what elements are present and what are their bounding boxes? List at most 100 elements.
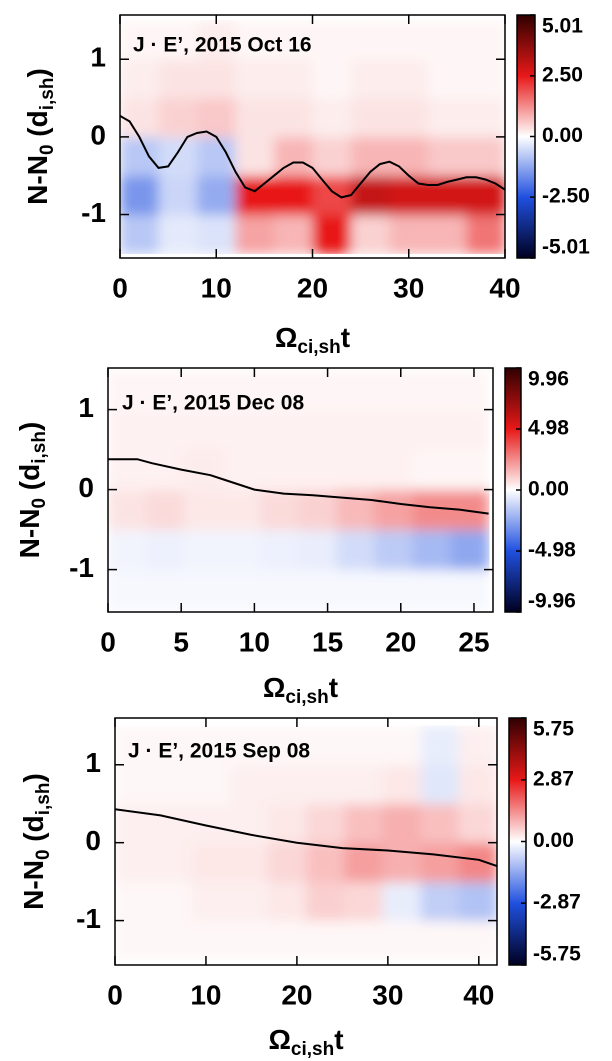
x-label-part: Ω: [275, 322, 297, 353]
heatmap-cell: [298, 529, 337, 571]
colorbar-label: -4.98: [528, 539, 576, 562]
y-label-part: ): [18, 773, 49, 782]
heatmap-cell: [466, 20, 505, 60]
x-tick-label: 10: [201, 272, 232, 303]
y-label-part: ): [22, 68, 53, 77]
heatmap-cell: [235, 214, 275, 254]
heatmap-cell: [235, 59, 275, 99]
x-axis-label: Ωci,sht: [263, 672, 338, 708]
y-label-part: N-N: [22, 155, 53, 205]
y-label-part: N-N: [18, 860, 49, 910]
heatmap-cell: [229, 842, 269, 883]
heatmap-cell: [412, 409, 452, 451]
heatmap-cell: [312, 136, 352, 177]
y-label-part: (d: [22, 110, 53, 144]
profile-line: [115, 808, 497, 867]
heatmap-cell: [260, 369, 299, 411]
y-tick-label: 0: [85, 825, 101, 856]
heatmap-cell: [306, 842, 345, 883]
heatmap-cell: [351, 214, 390, 254]
heatmap-cell: [267, 920, 307, 961]
heatmap-cell: [306, 803, 345, 844]
heatmap: [120, 20, 505, 254]
x-tick-label: 20: [297, 272, 328, 303]
heatmap-cell: [267, 842, 307, 883]
heatmap-cell: [450, 369, 490, 411]
x-tick-label: 0: [112, 272, 128, 303]
colorbar-label: -5.01: [542, 236, 590, 259]
colorbar-label: 2.87: [533, 767, 574, 790]
x-label-part: ci,sh: [291, 1039, 334, 1060]
y-label-part: (d: [18, 815, 49, 849]
heatmap-cell: [374, 449, 413, 491]
colorbar-label: -2.87: [533, 891, 581, 914]
heatmap-cell: [108, 369, 147, 411]
heatmap-cell: [466, 98, 505, 138]
y-axis-label: N-N0 (di,sh): [14, 422, 50, 559]
heatmap-cell: [120, 214, 159, 254]
heatmap-cell: [389, 175, 429, 216]
heatmap-cells: [108, 369, 490, 611]
heatmap-cell: [120, 175, 159, 216]
heatmap: [108, 369, 490, 611]
heatmap-cell: [115, 881, 154, 922]
heatmap-cell: [235, 20, 275, 60]
heatmap-cell: [351, 59, 390, 99]
heatmap-cell: [420, 881, 460, 922]
heatmap-cell: [146, 369, 185, 411]
heatmap-cell: [312, 20, 352, 60]
heatmap-cell: [108, 489, 147, 531]
heatmap-cell: [158, 214, 198, 254]
heatmap-cell: [229, 764, 269, 805]
heatmap-cell: [158, 59, 198, 99]
heatmap-cell: [420, 842, 460, 883]
heatmap-cell: [115, 725, 154, 766]
heatmap-cell: [115, 920, 154, 961]
heatmap-cell: [389, 136, 429, 177]
heatmap-cell: [389, 214, 429, 254]
heatmap-cell: [466, 136, 505, 177]
heatmap-cell: [420, 725, 460, 766]
heatmap-cell: [197, 59, 236, 99]
x-tick-label: 0: [107, 979, 123, 1010]
heatmap-cell: [184, 569, 223, 611]
heatmap-cell: [450, 529, 490, 571]
x-tick-label: 30: [372, 979, 403, 1010]
x-tick-label: 30: [393, 272, 424, 303]
heatmap-cell: [267, 881, 307, 922]
heatmap-cell: [382, 881, 422, 922]
panel: 0 10 20 30 40 -1 0 1 J · E’, 2015 Oct 16 Ωci,sht N…: [22, 14, 590, 358]
y-label-part: ): [14, 422, 45, 431]
x-tick-label: 20: [385, 626, 416, 657]
heatmap-cell: [274, 98, 313, 138]
heatmap: [115, 725, 497, 961]
y-label-part: i,sh: [29, 431, 50, 464]
heatmap-cell: [382, 920, 422, 961]
x-axis-label: Ωci,sht: [268, 1024, 343, 1060]
heatmap-cell: [344, 764, 383, 805]
heatmap-cell: [146, 529, 185, 571]
x-label-part: t: [334, 1024, 343, 1055]
heatmap-cell: [344, 881, 383, 922]
colorbar-label: 5.01: [542, 15, 583, 38]
heatmap-cell: [412, 449, 452, 491]
heatmap-cell: [336, 369, 375, 411]
heatmap-cell: [458, 803, 497, 844]
heatmap-cell: [428, 136, 467, 177]
panel-title: J · E’, 2015 Sep 08: [128, 740, 310, 763]
heatmap-cell: [108, 569, 147, 611]
heatmap-cell: [191, 842, 231, 883]
heatmap-cell: [306, 920, 345, 961]
x-label-part: Ω: [268, 1024, 290, 1055]
heatmap-cell: [312, 59, 352, 99]
heatmap-cell: [260, 449, 299, 491]
colorbar-label: 0.00: [533, 829, 574, 852]
heatmap-cell: [466, 214, 505, 254]
heatmap-cell: [336, 449, 375, 491]
heatmap-cell: [184, 409, 223, 451]
x-label-part: ci,sh: [285, 687, 328, 708]
y-tick-label: -1: [81, 197, 106, 228]
heatmap-cell: [450, 409, 490, 451]
x-tick-label: 40: [463, 979, 494, 1010]
x-tick-label: 15: [312, 626, 343, 657]
